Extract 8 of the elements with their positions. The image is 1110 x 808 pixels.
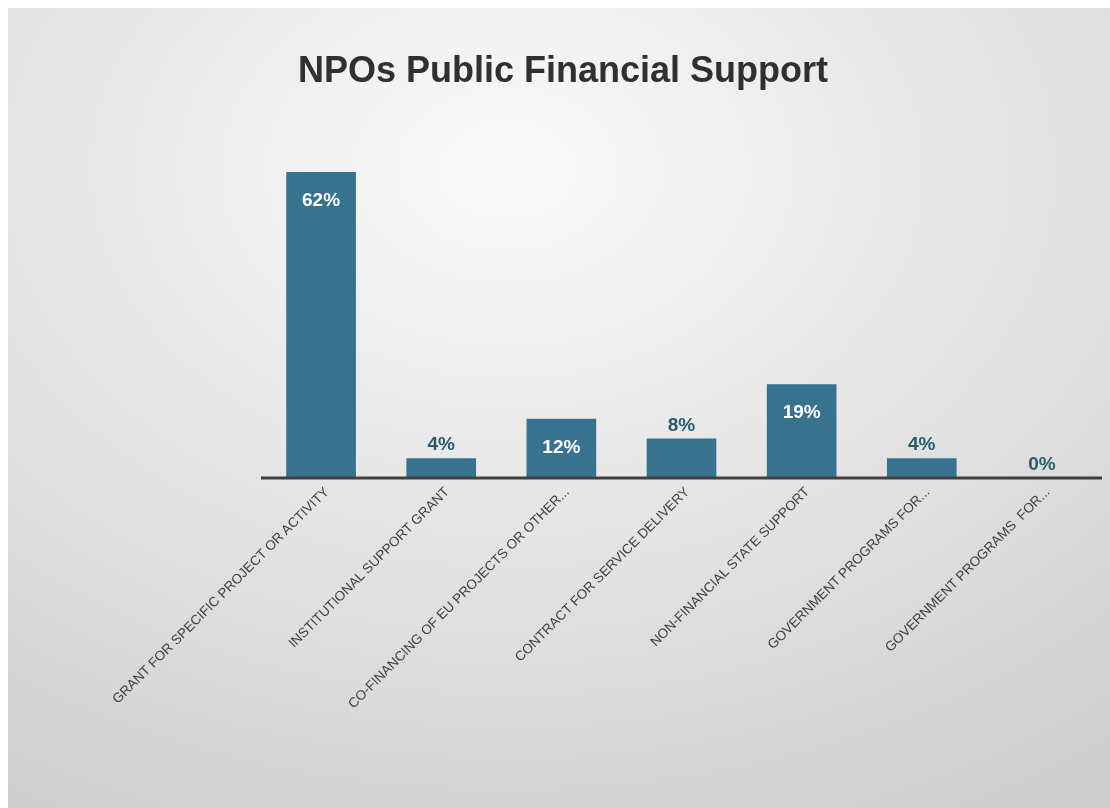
data-label: 19%	[782, 401, 821, 423]
data-label: 4%	[908, 433, 936, 455]
data-label: 4%	[427, 433, 456, 455]
chart-title: NPOs Public Financial Support	[297, 49, 829, 90]
data-label: 12%	[542, 435, 581, 457]
data-label: 62%	[302, 189, 341, 210]
data-label: 8%	[667, 413, 696, 435]
data-label: 0%	[1028, 453, 1056, 474]
